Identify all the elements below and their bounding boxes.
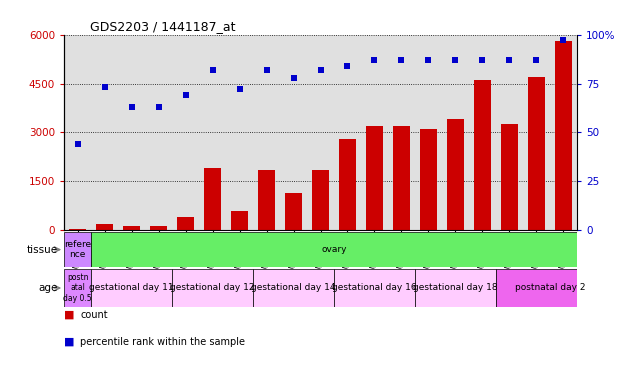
Bar: [334, 269, 415, 307]
Text: refere
nce: refere nce: [64, 240, 91, 259]
Text: gestational day 12: gestational day 12: [171, 283, 254, 293]
Point: [396, 57, 406, 63]
Point: [369, 57, 379, 63]
Point: [558, 37, 569, 43]
Point: [315, 67, 326, 73]
Bar: [69, 229, 86, 230]
Bar: [339, 139, 356, 230]
Text: percentile rank within the sample: percentile rank within the sample: [80, 337, 245, 347]
Bar: [420, 129, 437, 230]
Text: ■: ■: [64, 337, 74, 347]
Text: ■: ■: [64, 310, 74, 320]
Text: count: count: [80, 310, 108, 320]
Point: [288, 74, 299, 81]
Point: [126, 104, 137, 110]
Point: [99, 84, 110, 91]
Bar: [474, 80, 490, 230]
Text: gestational day 11: gestational day 11: [89, 283, 174, 293]
Point: [180, 92, 190, 98]
Text: GDS2203 / 1441187_at: GDS2203 / 1441187_at: [90, 20, 235, 33]
Bar: [496, 269, 604, 307]
Point: [451, 57, 461, 63]
Point: [342, 63, 353, 69]
Bar: [204, 169, 221, 230]
Bar: [501, 124, 517, 230]
Point: [504, 57, 515, 63]
Bar: [394, 126, 410, 230]
Text: ovary: ovary: [321, 245, 347, 254]
Bar: [64, 232, 91, 267]
Text: gestational day 18: gestational day 18: [413, 283, 498, 293]
Text: gestational day 14: gestational day 14: [251, 283, 336, 293]
Text: gestational day 16: gestational day 16: [332, 283, 417, 293]
Point: [478, 57, 488, 63]
Bar: [528, 77, 544, 230]
Point: [423, 57, 433, 63]
Text: postnatal day 2: postnatal day 2: [515, 283, 585, 293]
Bar: [124, 226, 140, 230]
Bar: [151, 226, 167, 230]
Bar: [172, 269, 253, 307]
Bar: [258, 170, 274, 230]
Point: [262, 67, 272, 73]
Bar: [178, 217, 194, 230]
Bar: [97, 224, 113, 230]
Point: [153, 104, 163, 110]
Text: tissue: tissue: [26, 245, 58, 255]
Bar: [231, 211, 247, 230]
Point: [72, 141, 83, 147]
Point: [235, 86, 245, 93]
Bar: [253, 269, 334, 307]
Bar: [91, 269, 172, 307]
Bar: [285, 193, 302, 230]
Point: [208, 67, 218, 73]
Bar: [415, 269, 496, 307]
Bar: [312, 170, 329, 230]
Bar: [367, 126, 383, 230]
Text: postn
atal
day 0.5: postn atal day 0.5: [63, 273, 92, 303]
Bar: [555, 41, 572, 230]
Bar: [447, 119, 463, 230]
Bar: [64, 269, 91, 307]
Text: age: age: [38, 283, 58, 293]
Point: [531, 57, 542, 63]
